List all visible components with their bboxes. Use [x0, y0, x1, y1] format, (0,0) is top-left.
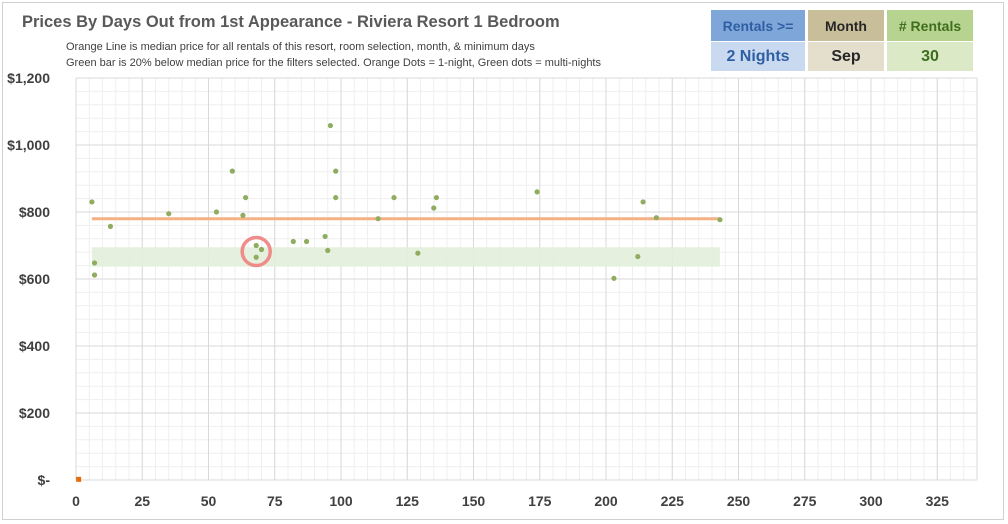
- multi-night-point: [653, 215, 659, 221]
- chart-title: Prices By Days Out from 1st Appearance -…: [22, 13, 560, 31]
- chart-subtitle: Orange Line is median price for all rent…: [66, 39, 601, 71]
- multi-night-point: [303, 238, 310, 245]
- multi-night-point: [717, 217, 723, 223]
- y-tick-label: $600: [19, 271, 50, 287]
- multi-night-point: [107, 223, 114, 230]
- multi-night-point: [240, 212, 246, 218]
- rentals-filter-header: Rentals >=: [711, 10, 805, 41]
- rentals-filter-value[interactable]: 2 Nights: [711, 42, 805, 71]
- multi-night-point: [91, 272, 98, 278]
- multi-night-point: [327, 122, 333, 129]
- multi-night-point: [415, 250, 421, 256]
- highlight-circle: [240, 235, 272, 268]
- y-tick-label: $200: [19, 405, 50, 421]
- multi-night-point: [89, 199, 95, 205]
- subtitle-line: Green bar is 20% below median price for …: [66, 57, 601, 69]
- multi-night-point: [229, 168, 235, 174]
- multi-night-point: [433, 194, 439, 201]
- multi-night-point: [640, 199, 646, 205]
- y-tick-label: $1,200: [7, 70, 50, 86]
- x-tick-label: 100: [329, 493, 353, 509]
- multi-night-point: [290, 238, 296, 245]
- multi-night-point: [534, 189, 540, 195]
- subtitle-line: Orange Line is median price for all rent…: [66, 41, 535, 53]
- x-tick-label: 125: [396, 493, 420, 509]
- multi-night-point: [333, 168, 339, 174]
- x-tick-label: 225: [661, 493, 685, 509]
- multi-night-point: [431, 205, 437, 211]
- multi-night-point: [91, 260, 98, 266]
- rentals-count-header: # Rentals: [887, 10, 973, 41]
- month-filter-header: Month: [808, 10, 884, 41]
- x-axis-tick-labels: 0 25 50 75 100 125 150 175 200 225 250 275 300 325: [72, 493, 949, 509]
- discount-band-layer: [91, 247, 720, 267]
- multi-night-point: [635, 253, 641, 260]
- x-tick-label: 200: [594, 493, 618, 509]
- multi-night-point: [166, 211, 172, 217]
- multi-night-point: [258, 246, 265, 253]
- multi-night-point: [333, 194, 339, 201]
- x-tick-label: 150: [462, 493, 486, 509]
- y-tick-label: $400: [19, 338, 50, 354]
- y-tick-label: $-: [38, 472, 51, 488]
- multi-night-point: [243, 194, 249, 201]
- x-tick-label: 50: [201, 493, 217, 509]
- month-filter-value[interactable]: Sep: [808, 42, 884, 71]
- x-tick-label: 300: [859, 493, 883, 509]
- x-tick-label: 0: [72, 493, 80, 509]
- x-tick-label: 175: [528, 493, 552, 509]
- y-axis-tick-labels: $- $200 $400 $600 $800 $1,000 $1,200: [7, 70, 50, 488]
- y-tick-label: $1,000: [7, 137, 50, 153]
- major-gridlines: [75, 77, 978, 481]
- data-points: [76, 122, 723, 482]
- x-tick-label: 325: [926, 493, 950, 509]
- multi-night-point: [375, 216, 381, 222]
- x-tick-label: 250: [727, 493, 751, 509]
- multi-night-point: [253, 242, 259, 249]
- y-tick-label: $800: [19, 204, 50, 220]
- x-tick-label: 25: [134, 493, 150, 509]
- multi-night-point: [322, 233, 328, 240]
- multi-night-point: [391, 194, 397, 201]
- x-tick-label: 275: [793, 493, 817, 509]
- multi-night-point: [253, 254, 259, 260]
- multi-night-point: [325, 247, 331, 254]
- x-tick-label: 75: [267, 493, 283, 509]
- multi-night-point: [213, 209, 220, 215]
- multi-night-point: [611, 275, 617, 281]
- discount-band: [91, 247, 720, 267]
- rentals-count-value: 30: [887, 42, 973, 71]
- one-night-point: [76, 476, 82, 482]
